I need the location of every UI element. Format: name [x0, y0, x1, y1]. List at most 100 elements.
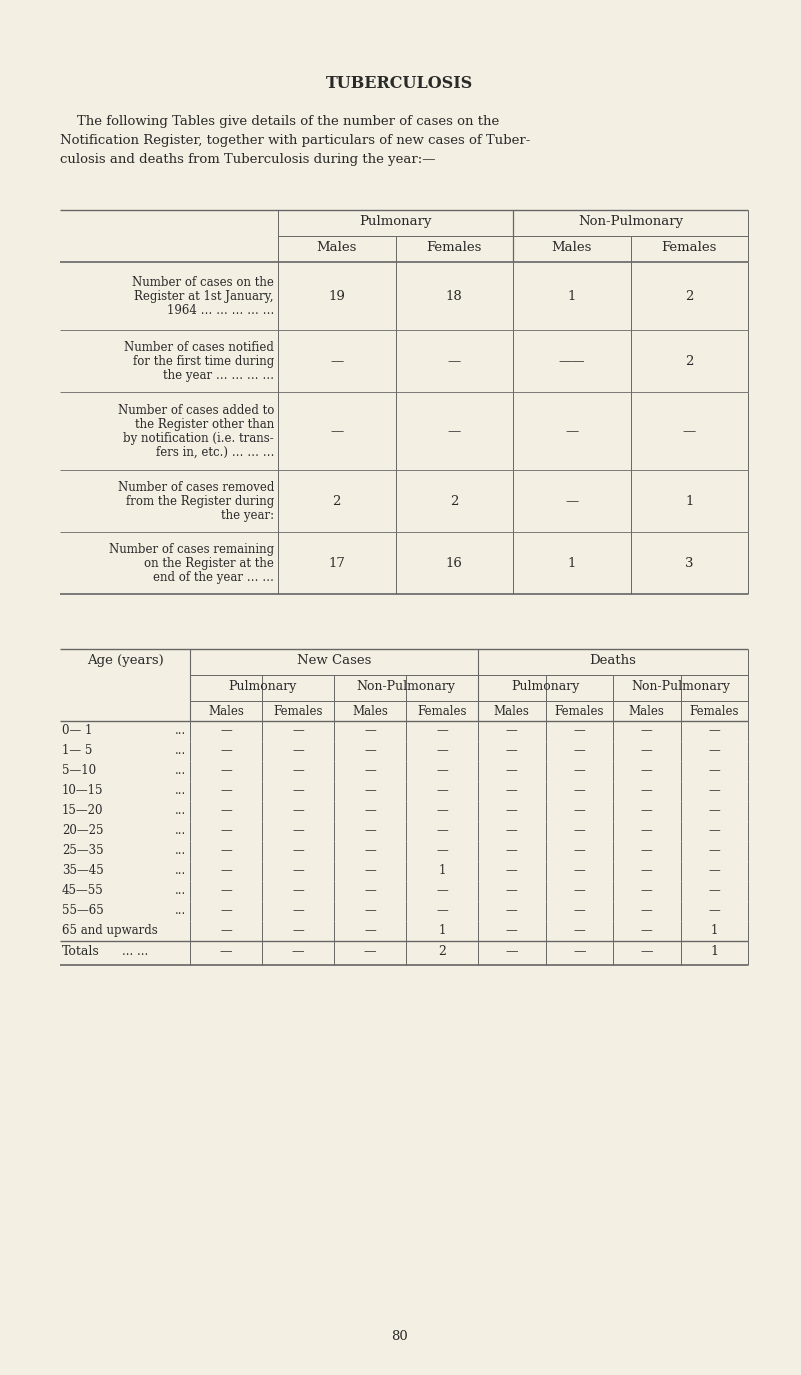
Text: 55—65: 55—65: [62, 903, 104, 917]
Text: 18: 18: [446, 290, 463, 302]
Text: —: —: [641, 744, 653, 758]
Text: —: —: [574, 924, 585, 936]
Text: —: —: [506, 884, 517, 896]
Text: —: —: [506, 903, 517, 917]
Text: Register at 1st January,: Register at 1st January,: [135, 290, 274, 302]
Text: 1: 1: [438, 864, 445, 877]
Text: —: —: [574, 744, 585, 758]
Text: end of the year … …: end of the year … …: [153, 571, 274, 584]
Text: —: —: [364, 884, 376, 896]
Text: —: —: [364, 844, 376, 857]
Text: Number of cases notified: Number of cases notified: [124, 341, 274, 353]
Text: —: —: [573, 945, 586, 958]
Text: —: —: [506, 844, 517, 857]
Text: Non-Pulmonary: Non-Pulmonary: [578, 214, 683, 228]
Text: —: —: [506, 864, 517, 877]
Text: fers in, etc.) … … …: fers in, etc.) … … …: [155, 446, 274, 459]
Text: —: —: [292, 824, 304, 837]
Text: —: —: [448, 355, 461, 368]
Text: —: —: [641, 765, 653, 777]
Text: —: —: [436, 784, 448, 797]
Text: Number of cases removed: Number of cases removed: [118, 481, 274, 494]
Text: 0— 1: 0— 1: [62, 725, 92, 737]
Text: ——: ——: [558, 355, 585, 368]
Text: Females: Females: [273, 705, 323, 718]
Text: —: —: [641, 924, 653, 936]
Text: ... ...: ... ...: [122, 945, 148, 958]
Text: —: —: [292, 903, 304, 917]
Text: —: —: [574, 903, 585, 917]
Text: —: —: [505, 945, 518, 958]
Text: Age (years): Age (years): [87, 654, 163, 667]
Text: —: —: [574, 784, 585, 797]
Text: —: —: [682, 425, 696, 439]
Text: —: —: [641, 824, 653, 837]
Text: —: —: [364, 804, 376, 817]
Text: ...: ...: [175, 903, 186, 917]
Text: —: —: [574, 824, 585, 837]
Text: —: —: [364, 744, 376, 758]
Text: —: —: [364, 864, 376, 877]
Text: ...: ...: [175, 884, 186, 896]
Text: —: —: [292, 924, 304, 936]
Text: 2: 2: [450, 495, 458, 507]
Text: 80: 80: [392, 1330, 409, 1343]
Text: —: —: [220, 784, 231, 797]
Text: —: —: [574, 765, 585, 777]
Text: —: —: [506, 924, 517, 936]
Text: 19: 19: [328, 290, 345, 302]
Text: 45—55: 45—55: [62, 884, 104, 896]
Text: —: —: [506, 784, 517, 797]
Text: ...: ...: [175, 844, 186, 857]
Text: —: —: [292, 784, 304, 797]
Text: —: —: [436, 884, 448, 896]
Text: —: —: [708, 725, 720, 737]
Text: Males: Males: [552, 241, 592, 254]
Text: the year … … … …: the year … … … …: [163, 368, 274, 382]
Text: —: —: [436, 824, 448, 837]
Text: —: —: [708, 784, 720, 797]
Text: ...: ...: [175, 824, 186, 837]
Text: Totals: Totals: [62, 945, 100, 958]
Text: ...: ...: [175, 765, 186, 777]
Text: —: —: [708, 903, 720, 917]
Text: —: —: [364, 945, 376, 958]
Text: —: —: [708, 765, 720, 777]
Text: Number of cases remaining: Number of cases remaining: [109, 543, 274, 556]
Text: on the Register at the: on the Register at the: [144, 557, 274, 571]
Text: —: —: [641, 884, 653, 896]
Text: —: —: [220, 804, 231, 817]
Text: 1: 1: [568, 290, 576, 302]
Text: —: —: [506, 725, 517, 737]
Text: Pulmonary: Pulmonary: [360, 214, 432, 228]
Text: —: —: [436, 844, 448, 857]
Text: —: —: [641, 844, 653, 857]
Text: Males: Males: [352, 705, 388, 718]
Text: —: —: [364, 784, 376, 797]
Text: —: —: [292, 844, 304, 857]
Text: —: —: [436, 804, 448, 817]
Text: —: —: [708, 744, 720, 758]
Text: Females: Females: [662, 241, 717, 254]
Text: 5—10: 5—10: [62, 765, 96, 777]
Text: —: —: [219, 945, 232, 958]
Text: —: —: [220, 903, 231, 917]
Text: Males: Males: [493, 705, 529, 718]
Text: —: —: [641, 903, 653, 917]
Text: 2: 2: [332, 495, 341, 507]
Text: Females: Females: [554, 705, 604, 718]
Text: ...: ...: [175, 725, 186, 737]
Text: 1: 1: [568, 557, 576, 571]
Text: —: —: [364, 924, 376, 936]
Text: —: —: [574, 844, 585, 857]
Text: —: —: [708, 884, 720, 896]
Text: 1964 … … … … …: 1964 … … … … …: [167, 304, 274, 318]
Text: —: —: [566, 495, 578, 507]
Text: Deaths: Deaths: [590, 654, 637, 667]
Text: ...: ...: [175, 804, 186, 817]
Text: ...: ...: [175, 744, 186, 758]
Text: ...: ...: [175, 784, 186, 797]
Text: 35—45: 35—45: [62, 864, 104, 877]
Text: 65 and upwards: 65 and upwards: [62, 924, 158, 936]
Text: culosis and deaths from Tuberculosis during the year:—: culosis and deaths from Tuberculosis dur…: [60, 153, 436, 166]
